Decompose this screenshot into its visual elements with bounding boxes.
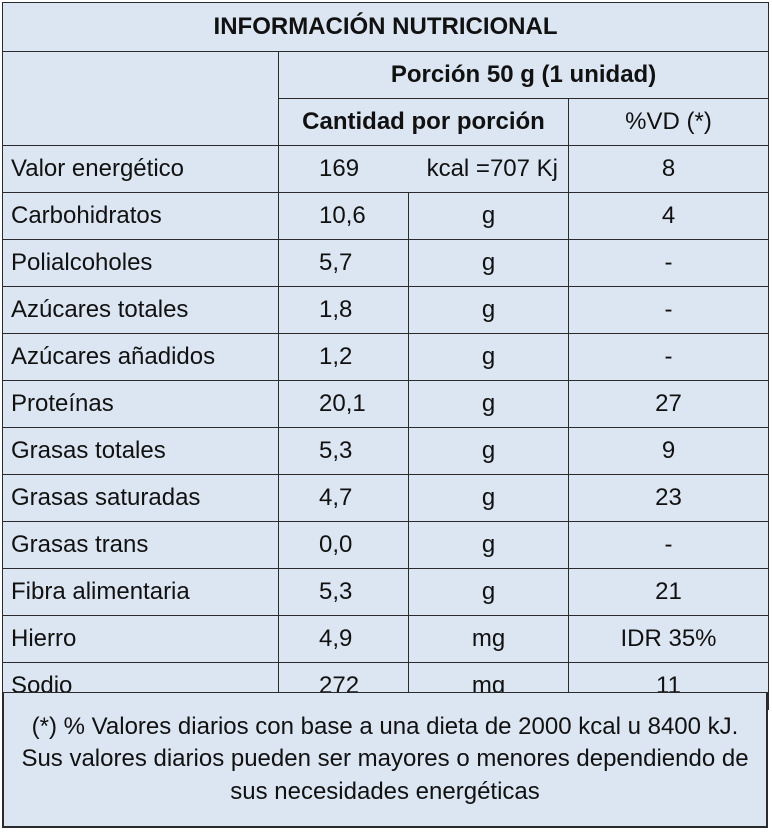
nutrition-table: INFORMACIÓN NUTRICIONAL Porción 50 g (1 …	[1, 2, 770, 710]
nutrient-dv: -	[567, 333, 770, 381]
nutrient-name: Azúcares totales	[2, 286, 279, 334]
nutrient-unit: kcal =707 Kj	[426, 155, 558, 182]
nutrient-dv: -	[567, 286, 770, 334]
nutrient-value: 1,8	[278, 286, 409, 334]
col-header-dv: %VD (*)	[567, 98, 770, 146]
table-row: Proteínas 20,1 g 27	[2, 380, 770, 428]
nutrient-name: Fibra alimentaria	[2, 568, 279, 616]
nutrient-dv: -	[567, 239, 770, 287]
table-title: INFORMACIÓN NUTRICIONAL	[1, 2, 770, 52]
nutrient-name: Proteínas	[2, 380, 279, 428]
table-row: Fibra alimentaria 5,3 g 21	[2, 568, 770, 616]
nutrient-dv: -	[567, 521, 770, 569]
nutrient-dv: IDR 35%	[567, 615, 770, 663]
col-header-amount: Cantidad por porción	[278, 98, 569, 146]
nutrient-value: 5,7	[278, 239, 409, 287]
footnote-text: (*) % Valores diarios con base a una die…	[21, 712, 749, 805]
serving-size: Porción 50 g (1 unidad)	[277, 51, 770, 99]
nutrient-unit: g	[408, 192, 569, 240]
table-row: Hierro 4,9 mg IDR 35%	[2, 615, 770, 663]
nutrient-name: Grasas saturadas	[2, 474, 279, 522]
nutrient-unit: g	[408, 239, 569, 287]
nutrient-value: 4,9	[278, 615, 409, 663]
nutrient-name: Grasas trans	[2, 521, 279, 569]
nutrient-name: Polialcoholes	[2, 239, 279, 287]
table-row: Grasas trans 0,0 g -	[2, 521, 770, 569]
table-row: Valor energético 169 kcal =707 Kj 8	[2, 145, 770, 193]
nutrient-name: Grasas totales	[2, 427, 279, 475]
nutrient-value: 0,0	[278, 521, 409, 569]
title-row: INFORMACIÓN NUTRICIONAL	[1, 2, 770, 52]
nutrient-unit: g	[408, 474, 569, 522]
table-row: Carbohidratos 10,6 g 4	[2, 192, 770, 240]
nutrient-unit: g	[408, 568, 569, 616]
serving-row: Porción 50 g (1 unidad)	[2, 51, 770, 146]
nutrient-value: 5,3	[278, 568, 409, 616]
nutrient-value: 10,6	[278, 192, 409, 240]
nutrient-name: Hierro	[2, 615, 279, 663]
nutrient-dv: 4	[567, 192, 770, 240]
nutrient-name: Azúcares añadidos	[2, 333, 279, 381]
nutrient-value: 1,2	[278, 333, 409, 381]
nutrient-unit: g	[408, 286, 569, 334]
table-row: Azúcares totales 1,8 g -	[2, 286, 770, 334]
header-blank-cell	[2, 51, 279, 146]
nutrient-value: 5,3	[278, 427, 409, 475]
nutrient-dv: 8	[567, 145, 770, 193]
table-row: Azúcares añadidos 1,2 g -	[2, 333, 770, 381]
nutrient-value: 169	[319, 155, 360, 182]
nutrient-amount: 169 kcal =707 Kj	[278, 145, 569, 193]
nutrient-dv: 21	[567, 568, 770, 616]
table-row: Polialcoholes 5,7 g -	[2, 239, 770, 287]
nutrient-dv: 9	[567, 427, 770, 475]
nutrient-unit: g	[408, 521, 569, 569]
nutrient-name: Valor energético	[2, 145, 279, 193]
nutrient-name: Carbohidratos	[2, 192, 279, 240]
table-row: Grasas saturadas 4,7 g 23	[2, 474, 770, 522]
nutrient-value: 4,7	[278, 474, 409, 522]
nutrient-unit: mg	[408, 615, 569, 663]
nutrient-unit: g	[408, 380, 569, 428]
nutrient-dv: 23	[567, 474, 770, 522]
nutrient-dv: 27	[567, 380, 770, 428]
column-header-row: Cantidad por porción %VD (*)	[3, 98, 770, 146]
nutrient-unit: g	[408, 333, 569, 381]
table-row: Grasas totales 5,3 g 9	[2, 427, 770, 475]
nutrient-value: 20,1	[278, 380, 409, 428]
nutrient-unit: g	[408, 427, 569, 475]
footnote: (*) % Valores diarios con base a una die…	[2, 692, 768, 828]
